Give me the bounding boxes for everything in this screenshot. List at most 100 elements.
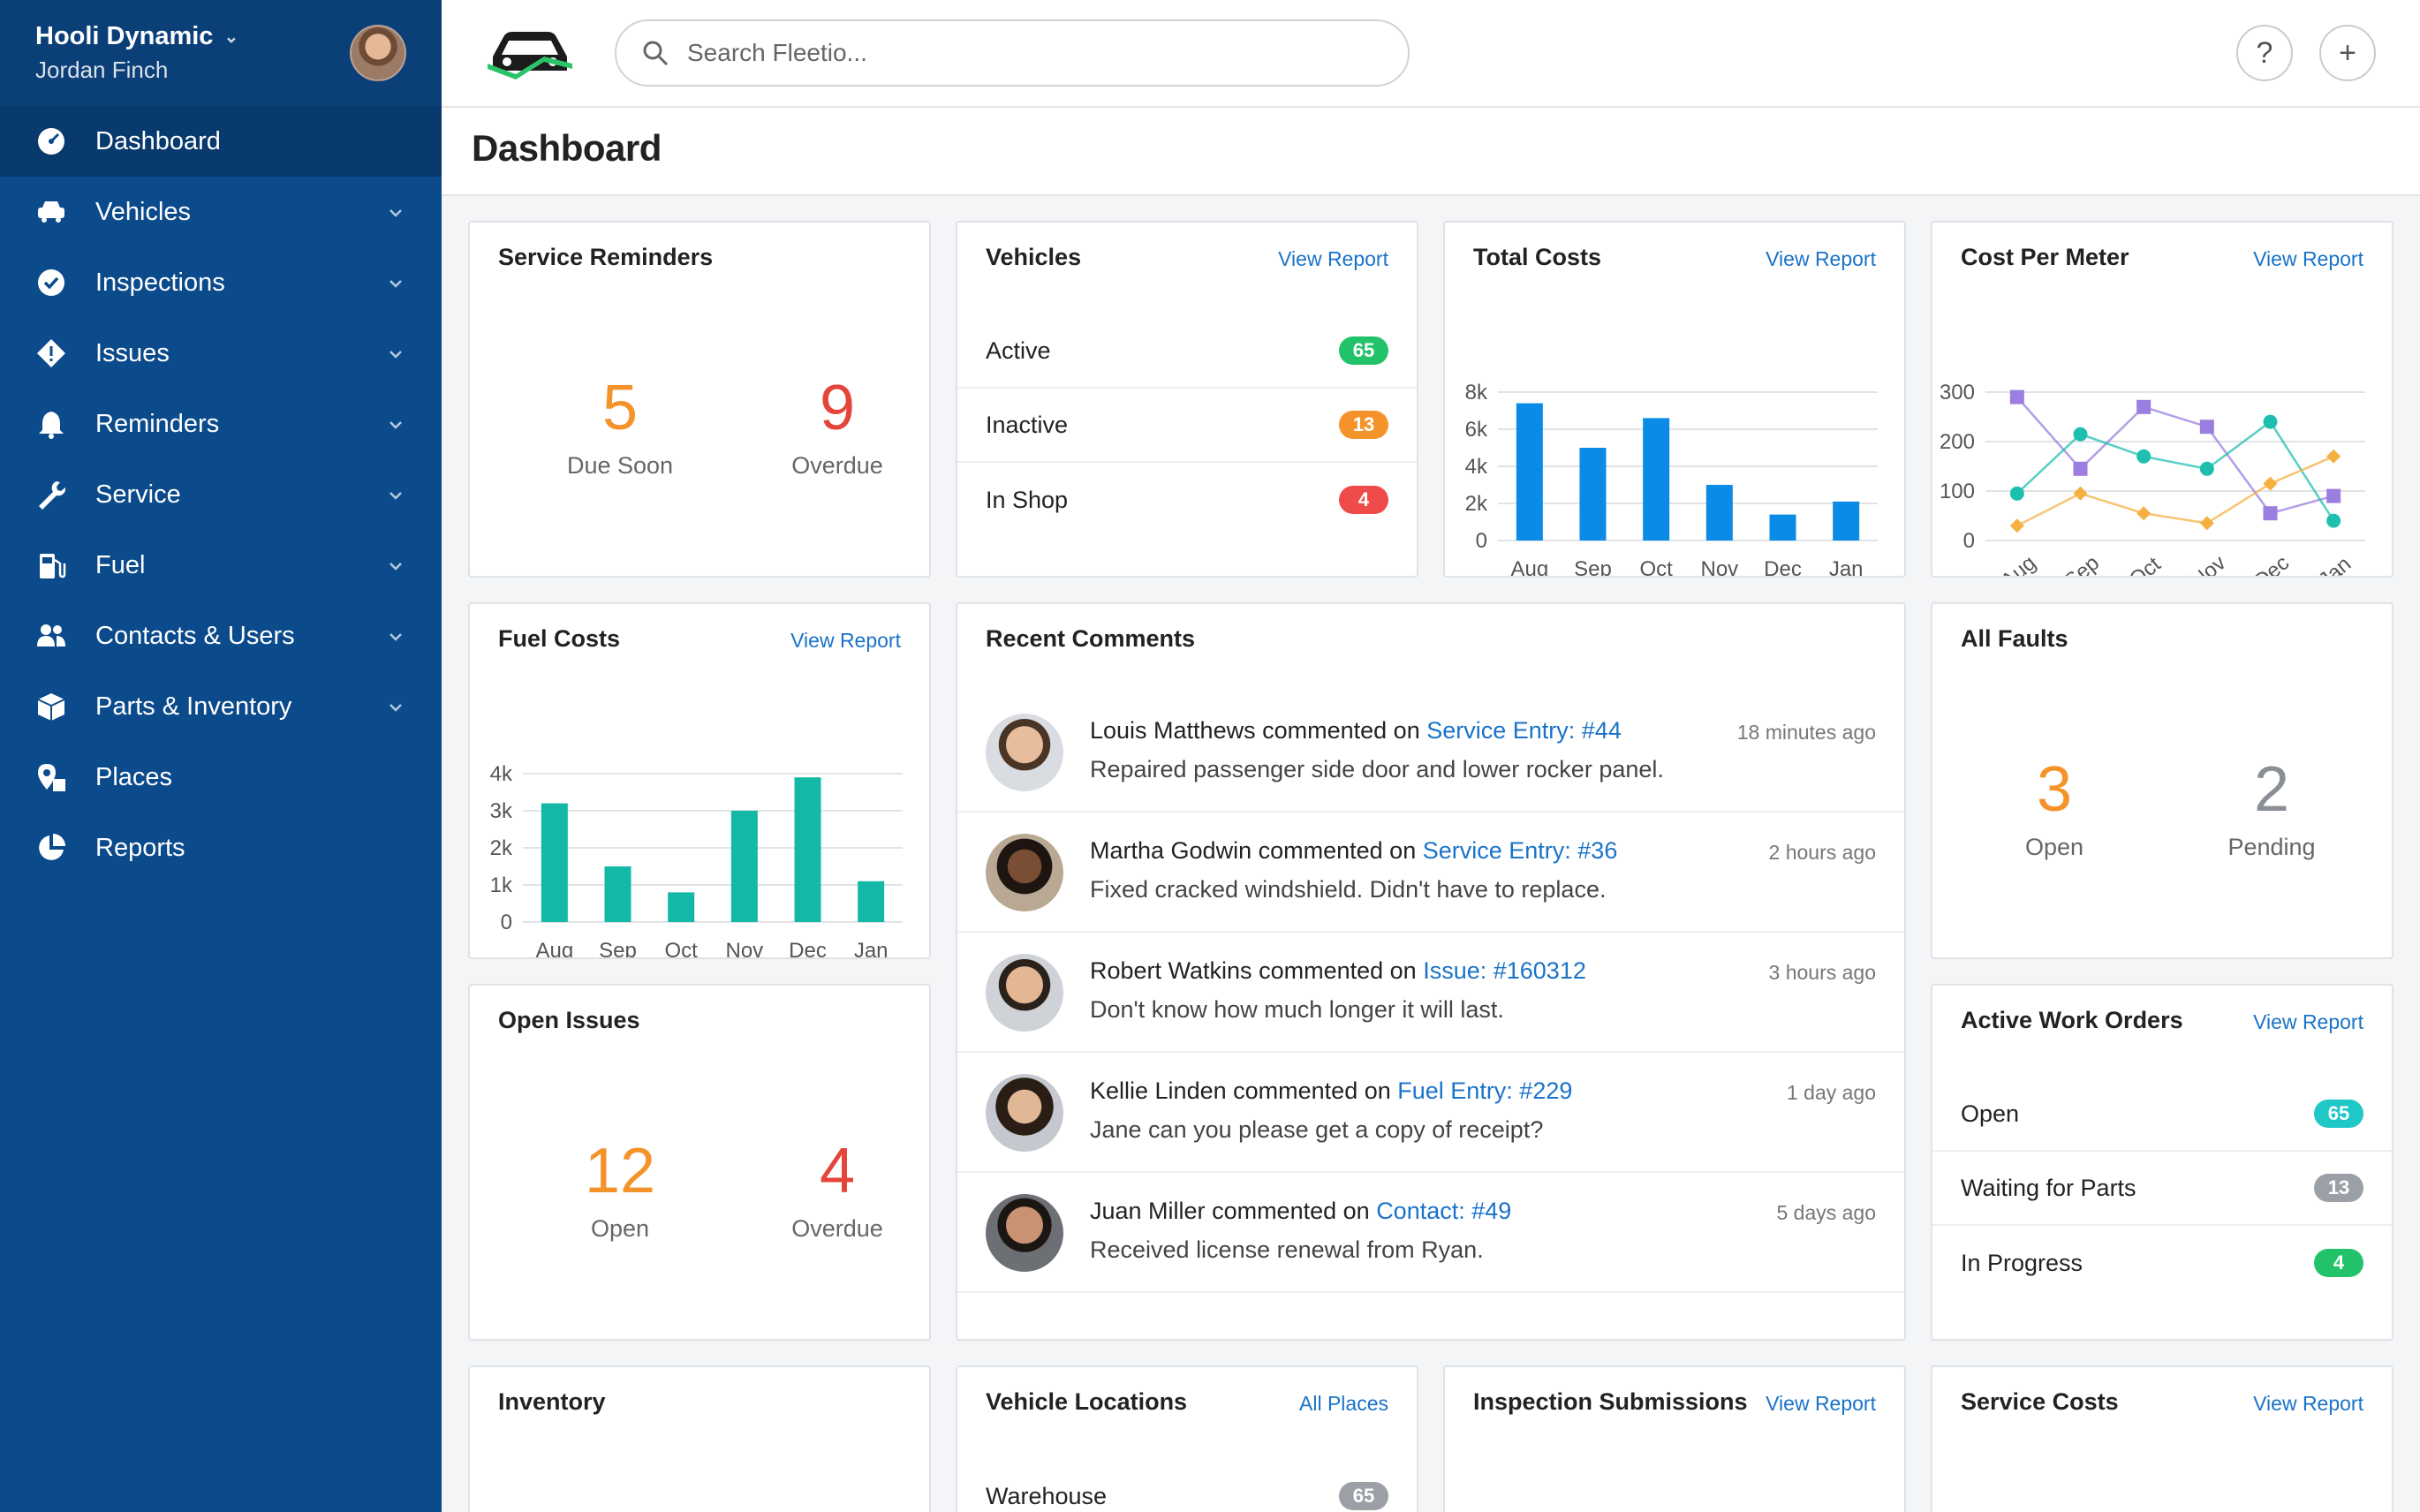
- list-item[interactable]: Inactive 13: [957, 389, 1417, 463]
- comment-target-link[interactable]: Issue: #160312: [1423, 957, 1586, 984]
- sidebar-item-label: Places: [95, 762, 173, 791]
- view-report-link[interactable]: View Report: [2253, 247, 2363, 270]
- chevron-down-icon: [385, 696, 406, 717]
- count-badge: 4: [1339, 486, 1388, 514]
- bar[interactable]: [794, 777, 821, 922]
- sidebar-item-service[interactable]: Service: [0, 459, 442, 530]
- avatar[interactable]: [986, 954, 1063, 1032]
- due-soon-stat[interactable]: 5 Due Soon: [532, 373, 708, 480]
- data-point[interactable]: [2199, 420, 2214, 435]
- comment-target-link[interactable]: Service Entry: #36: [1422, 837, 1618, 864]
- wrench-icon: [35, 479, 67, 510]
- view-report-link[interactable]: View Report: [1766, 1392, 1876, 1415]
- data-point[interactable]: [2136, 399, 2152, 414]
- data-point[interactable]: [2263, 476, 2278, 491]
- data-point[interactable]: [2073, 461, 2088, 476]
- sidebar-item-dashboard[interactable]: Dashboard: [0, 106, 442, 177]
- add-button[interactable]: +: [2319, 25, 2376, 81]
- view-report-link[interactable]: View Report: [1278, 247, 1388, 270]
- bar[interactable]: [1579, 448, 1607, 541]
- plus-icon: +: [2339, 35, 2356, 70]
- list-item[interactable]: Open 65: [1932, 1077, 2392, 1152]
- search-placeholder: Search Fleetio...: [687, 39, 867, 66]
- data-point[interactable]: [2073, 427, 2088, 442]
- data-point[interactable]: [2199, 461, 2214, 476]
- overdue-label: Overdue: [791, 452, 883, 479]
- sidebar-item-label: Dashboard: [95, 126, 221, 155]
- cost-per-meter-card: Cost Per Meter View Report 0 100 200 300 Aug…: [1931, 221, 2394, 578]
- view-report-link[interactable]: View Report: [2253, 1010, 2363, 1033]
- account-switcher[interactable]: Hooli Dynamic ⌄ Jordan Finch: [0, 0, 442, 106]
- avatar[interactable]: [350, 25, 406, 81]
- active-work-orders-card: Active Work Orders View Report Open 65 Wai…: [1931, 984, 2394, 1341]
- list-item[interactable]: In Shop 4: [957, 463, 1417, 537]
- fleetio-logo[interactable]: [484, 25, 576, 86]
- faults-pending-stat[interactable]: 2 Pending: [2183, 754, 2360, 861]
- bar[interactable]: [1643, 418, 1670, 541]
- bar[interactable]: [858, 881, 885, 922]
- recent-comments-card: Recent Comments Louis Matthews commented…: [956, 602, 1906, 1341]
- x-tick-label: Aug: [1996, 551, 2040, 576]
- faults-open-stat[interactable]: 3 Open: [1966, 754, 2143, 861]
- data-point[interactable]: [2136, 449, 2152, 464]
- data-point[interactable]: [2136, 506, 2152, 521]
- data-point[interactable]: [2199, 516, 2214, 531]
- view-report-link[interactable]: View Report: [2253, 1392, 2363, 1415]
- data-point[interactable]: [2009, 486, 2024, 501]
- sidebar-item-fuel[interactable]: Fuel: [0, 530, 442, 601]
- view-report-link[interactable]: View Report: [1766, 247, 1876, 270]
- sidebar-item-reports[interactable]: Reports: [0, 813, 442, 883]
- comment-author: Louis Matthews: [1090, 717, 1256, 744]
- comment-author: Robert Watkins: [1090, 957, 1252, 984]
- comment-target-link[interactable]: Service Entry: #44: [1426, 717, 1622, 744]
- overdue-stat[interactable]: 9 Overdue: [749, 373, 926, 480]
- overdue-count: 9: [819, 373, 856, 443]
- data-point[interactable]: [2263, 506, 2278, 521]
- avatar[interactable]: [986, 1074, 1063, 1152]
- chevron-down-icon: [385, 555, 406, 576]
- search-field[interactable]: Search Fleetio...: [615, 19, 1410, 87]
- list-item[interactable]: Warehouse 65: [957, 1459, 1417, 1512]
- comment-target-link[interactable]: Fuel Entry: #229: [1397, 1077, 1573, 1104]
- sidebar-item-inspections[interactable]: Inspections: [0, 247, 442, 318]
- bar[interactable]: [1705, 485, 1733, 541]
- avatar[interactable]: [986, 834, 1063, 911]
- sidebar-item-vehicles[interactable]: Vehicles: [0, 177, 442, 247]
- data-point[interactable]: [2326, 488, 2341, 503]
- issues-open-stat[interactable]: 12 Open: [532, 1136, 708, 1243]
- bar[interactable]: [1516, 403, 1543, 541]
- data-point[interactable]: [2326, 449, 2341, 464]
- pie-chart-icon: [35, 832, 67, 864]
- sidebar-item-places[interactable]: Places: [0, 742, 442, 813]
- x-tick-label: Jan: [1829, 557, 1864, 576]
- data-point[interactable]: [2073, 486, 2088, 501]
- data-point[interactable]: [2009, 389, 2024, 404]
- avatar[interactable]: [986, 714, 1063, 791]
- bar[interactable]: [668, 892, 695, 922]
- sidebar-item-issues[interactable]: Issues: [0, 318, 442, 389]
- view-report-link[interactable]: View Report: [790, 629, 901, 652]
- bar[interactable]: [1833, 501, 1860, 541]
- comment-verb: commented on: [1259, 957, 1417, 984]
- list-item[interactable]: Waiting for Parts 13: [1932, 1152, 2392, 1226]
- comment-target-link[interactable]: Contact: #49: [1376, 1198, 1512, 1224]
- help-button[interactable]: ?: [2236, 25, 2293, 81]
- data-point[interactable]: [2326, 513, 2341, 528]
- inspection-submissions-chart: 8k: [1445, 1455, 1904, 1512]
- issues-overdue-stat[interactable]: 4 Overdue: [749, 1136, 926, 1243]
- sidebar-item-contacts-users[interactable]: Contacts & Users: [0, 601, 442, 671]
- bar[interactable]: [604, 866, 631, 922]
- avatar[interactable]: [986, 1194, 1063, 1272]
- count-badge: 65: [2314, 1100, 2363, 1128]
- sidebar-item-parts-inventory[interactable]: Parts & Inventory: [0, 671, 442, 742]
- list-item[interactable]: Active 65: [957, 314, 1417, 389]
- data-point[interactable]: [2009, 518, 2024, 533]
- bar[interactable]: [541, 803, 568, 922]
- data-point[interactable]: [2263, 414, 2278, 429]
- bar[interactable]: [730, 811, 758, 922]
- sidebar-item-reminders[interactable]: Reminders: [0, 389, 442, 459]
- sidebar-item-label: Fuel: [95, 550, 146, 579]
- bar[interactable]: [1769, 514, 1796, 541]
- list-item[interactable]: In Progress 4: [1932, 1226, 2392, 1300]
- all-places-link[interactable]: All Places: [1299, 1392, 1388, 1415]
